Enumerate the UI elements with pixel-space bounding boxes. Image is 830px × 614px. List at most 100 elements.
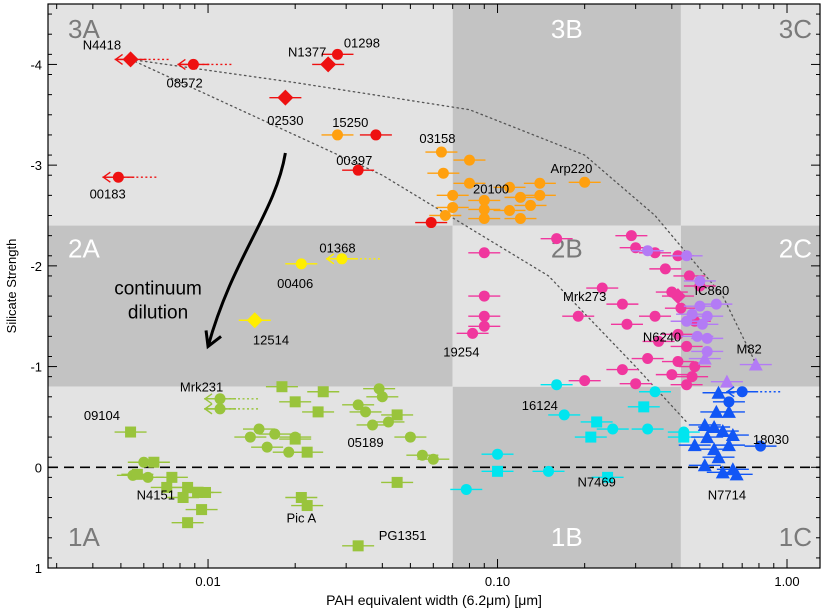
- circle-marker: [625, 230, 637, 242]
- circle-marker: [534, 189, 546, 201]
- diamond-marker: [320, 56, 337, 73]
- square-marker: [182, 517, 194, 529]
- source-label: 18030: [753, 432, 789, 447]
- circle-marker: [425, 217, 437, 229]
- circle-marker: [478, 203, 490, 215]
- circle-marker: [352, 399, 364, 411]
- circle-marker: [596, 282, 608, 294]
- circle-marker: [649, 386, 661, 398]
- dilution-arrow: [206, 152, 287, 347]
- circle-marker: [689, 361, 701, 373]
- triangle-marker: [729, 467, 744, 481]
- circle-marker: [630, 242, 642, 254]
- source-label: Pic A: [287, 511, 317, 526]
- axis-ticks: 0.01 0.10 1.00 1 0 -1 -2 -3 -4: [30, 4, 820, 589]
- triangle-marker: [687, 438, 702, 452]
- circle-marker: [478, 247, 490, 259]
- square-marker: [200, 486, 212, 498]
- square-marker: [602, 471, 614, 483]
- square-marker: [125, 426, 137, 438]
- circle-marker: [504, 204, 516, 216]
- mixing-line: [129, 58, 757, 365]
- circle-marker: [435, 146, 447, 158]
- circle-marker: [478, 320, 490, 332]
- source-label: 08572: [167, 76, 203, 91]
- triangle-marker: [719, 374, 734, 388]
- square-marker: [391, 476, 403, 488]
- circle-marker: [478, 213, 490, 225]
- source-label: 00397: [336, 153, 372, 168]
- source-label: 09104: [84, 408, 120, 423]
- x-tick-label: 1.00: [774, 574, 799, 589]
- x-tick-label: 0.10: [485, 574, 510, 589]
- mixing-line: [129, 58, 688, 423]
- circle-marker: [360, 406, 372, 418]
- diamond-marker: [122, 51, 139, 68]
- circle-marker: [686, 371, 698, 383]
- circle-marker: [295, 258, 307, 270]
- triangle-marker: [748, 357, 763, 371]
- circle-marker: [681, 250, 693, 262]
- circle-marker: [214, 393, 226, 405]
- circle-marker: [447, 201, 459, 213]
- circle-marker: [723, 396, 735, 408]
- x-axis-label: PAH equivalent width (6.2μm) [μm]: [326, 592, 542, 608]
- square-marker: [182, 481, 194, 493]
- source-label: N7714: [708, 487, 746, 502]
- square-marker: [131, 468, 143, 480]
- circle-marker: [659, 263, 671, 275]
- circle-marker: [683, 270, 695, 282]
- circle-marker: [504, 181, 516, 193]
- circle-marker: [681, 379, 693, 391]
- circle-marker: [525, 199, 537, 211]
- region-label-1c: 1C: [779, 522, 812, 552]
- circle-marker: [630, 378, 642, 390]
- region-label-3c: 3C: [779, 14, 812, 44]
- y-axis-label: Silicate Strength: [4, 239, 19, 334]
- diamond-marker: [246, 312, 263, 329]
- circle-marker: [463, 154, 475, 166]
- circle-marker: [672, 356, 684, 368]
- source-label: Arp220: [550, 161, 592, 176]
- region-label-3b: 3B: [551, 14, 583, 44]
- source-label: N4151: [137, 487, 175, 502]
- triangle-marker: [725, 428, 740, 442]
- circle-marker: [675, 302, 687, 314]
- triangle-marker: [721, 404, 736, 418]
- source-label: Mrk273: [563, 289, 606, 304]
- circle-marker: [253, 423, 265, 435]
- square-marker: [276, 381, 288, 393]
- y-tick-label: -2: [30, 259, 42, 274]
- square-marker: [638, 401, 650, 413]
- circle-marker: [404, 431, 416, 443]
- continuum-dilution-text: continuum: [114, 278, 202, 299]
- circle-marker: [642, 423, 654, 435]
- square-marker: [317, 386, 329, 398]
- circle-marker: [579, 375, 591, 387]
- square-marker: [591, 416, 603, 428]
- source-label: PG1351: [379, 528, 427, 543]
- circle-marker: [579, 176, 591, 188]
- diamond-marker: [669, 288, 686, 305]
- circle-marker: [701, 310, 713, 322]
- x-tick-label: 0.01: [195, 574, 220, 589]
- triangle-marker: [700, 430, 715, 444]
- data-points: [102, 48, 783, 552]
- circle-marker: [642, 353, 654, 365]
- source-label: N4418: [83, 37, 121, 52]
- square-marker: [289, 396, 301, 408]
- square-marker: [585, 431, 597, 443]
- region-label-2a: 2A: [68, 234, 100, 264]
- circle-marker: [642, 245, 654, 257]
- circle-marker: [694, 275, 706, 287]
- circle-marker: [572, 310, 584, 322]
- circle-marker: [437, 167, 449, 179]
- circle-marker: [551, 379, 563, 391]
- square-marker: [161, 481, 173, 493]
- region-3c: [680, 4, 820, 226]
- triangle-marker: [697, 417, 712, 431]
- circle-marker: [331, 48, 343, 60]
- region-1c: [680, 386, 820, 568]
